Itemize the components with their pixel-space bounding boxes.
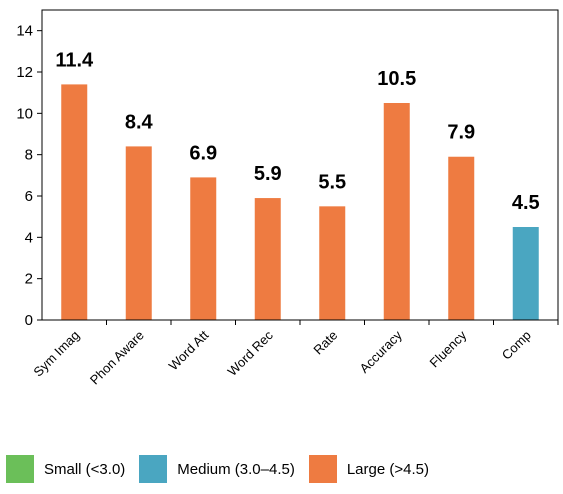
y-tick-label: 6: [25, 188, 33, 205]
bar-data-label: 8.4: [125, 111, 154, 133]
bar: [383, 103, 410, 320]
legend-item-medium: Medium (3.0–4.5): [139, 455, 295, 483]
bar-data-label: 5.9: [254, 163, 282, 185]
legend-label-small: Small (<3.0): [44, 460, 126, 478]
bar: [254, 198, 281, 320]
bar-data-label: 6.9: [189, 142, 217, 164]
legend: Small (<3.0) Medium (3.0–4.5) Large (>4.…: [6, 455, 443, 483]
x-tick-label: Rate: [310, 328, 340, 358]
x-tick-label: Accuracy: [356, 327, 405, 376]
x-tick-label: Word Rec: [225, 327, 277, 379]
y-tick-label: 10: [16, 105, 33, 122]
legend-label-large: Large (>4.5): [346, 460, 429, 478]
x-tick-label: Comp: [499, 328, 534, 363]
bar: [512, 227, 539, 320]
bar: [319, 206, 346, 320]
y-tick-label: 12: [16, 64, 33, 81]
bar: [190, 177, 217, 320]
bar-data-label: 7.9: [447, 122, 475, 144]
x-tick-label: Fluency: [427, 327, 470, 370]
y-tick-label: 2: [25, 271, 33, 288]
x-tick-label: Sym Imag: [30, 328, 82, 380]
bar: [448, 156, 475, 320]
bar-data-label: 11.4: [55, 49, 94, 71]
x-axis-labels: Sym Imag Phon Aware Word Att Word Rec Rate Ac…: [30, 320, 559, 388]
data-labels: 11.4 8.4 6.9 5.9 5.5 10.5 7.9 4.5: [55, 49, 539, 214]
y-tick-label: 8: [25, 147, 33, 164]
legend-swatch-large: [308, 455, 337, 483]
legend-swatch-medium: [139, 455, 168, 483]
x-tick-label: Phon Aware: [87, 328, 147, 388]
y-tick-label: 0: [25, 312, 33, 329]
y-tick-label: 14: [16, 23, 33, 40]
bar-data-label: 10.5: [377, 68, 416, 90]
bar-data-label: 5.5: [318, 171, 346, 193]
legend-item-large: Large (>4.5): [308, 455, 429, 483]
y-axis-ticks: 0 2 4 6 8 10 12 14: [16, 23, 42, 329]
y-tick-label: 4: [25, 229, 33, 246]
legend-label-medium: Medium (3.0–4.5): [177, 460, 295, 478]
legend-swatch-small: [6, 455, 34, 483]
bar-data-label: 4.5: [512, 192, 540, 214]
bars: [61, 84, 539, 321]
plot-frame: [41, 9, 559, 321]
bar: [61, 84, 88, 321]
x-tick-label: Word Att: [166, 327, 212, 373]
bar: [125, 146, 152, 320]
legend-item-small: Small (<3.0): [6, 455, 125, 483]
